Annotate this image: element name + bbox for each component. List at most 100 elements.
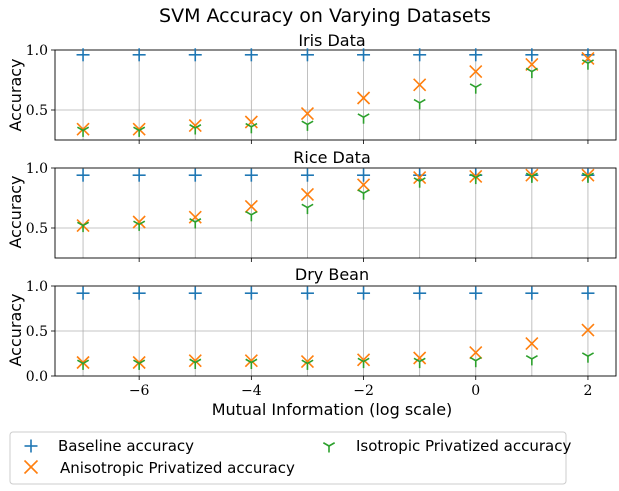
data-point-x <box>188 354 202 368</box>
legend: Baseline accuracy Anisotropic Privatized… <box>9 431 571 485</box>
y-tick-label: 0.5 <box>26 103 48 119</box>
data-point-plus <box>132 168 146 182</box>
data-point-plus <box>300 48 314 62</box>
data-point-x <box>300 107 315 121</box>
y-tick-label: 1.0 <box>26 43 48 59</box>
data-point-plus <box>244 286 258 300</box>
data-point-x <box>469 65 483 79</box>
panel-title: Rice Data <box>293 148 371 167</box>
data-point-tri <box>357 189 370 200</box>
axes-frame <box>54 285 617 377</box>
data-point-x <box>300 187 315 201</box>
data-point-plus <box>76 168 90 182</box>
data-point-plus <box>76 286 90 300</box>
y-tick-label: 0.5 <box>26 324 48 340</box>
data-point-x <box>244 199 258 213</box>
legend-label: Anisotropic Privatized accuracy <box>60 459 295 477</box>
data-point-x <box>413 171 427 185</box>
data-point-tri <box>76 126 90 137</box>
x-tick-label: −2 <box>353 383 374 399</box>
x-tick-label: −4 <box>241 383 262 399</box>
data-point-plus <box>76 48 90 62</box>
data-point-tri <box>133 220 146 231</box>
data-point-tri <box>469 356 482 368</box>
data-point-tri <box>189 218 202 229</box>
panel-rice: Rice Data Accuracy 0.5 1.0 <box>6 148 617 262</box>
x-tick-label: 0 <box>471 383 480 399</box>
data-point-tri <box>581 172 595 183</box>
data-point-x <box>581 168 595 182</box>
panel-iris: Iris Data Accuracy 0.5 1.0 <box>6 31 617 144</box>
data-point-x <box>188 210 202 224</box>
panel-dry-bean: Dry Bean Accuracy 0.0 0.5 1.0 −6 −4 −2 0 2 <box>6 265 617 399</box>
data-point-x <box>244 115 258 129</box>
y-axis-label: Accuracy <box>6 58 25 131</box>
data-point-tri <box>469 83 482 94</box>
legend-label: Baseline accuracy <box>58 437 194 455</box>
data-point-tri <box>301 120 314 131</box>
data-point-tri <box>245 122 258 134</box>
x-tick-label: −6 <box>129 383 150 399</box>
data-point-tri <box>301 359 314 370</box>
data-point-x <box>300 355 315 369</box>
y-axis-label: Accuracy <box>6 293 25 366</box>
data-point-tri <box>76 221 90 233</box>
legend-marker-plus <box>24 439 38 453</box>
y-tick-label: 0.5 <box>26 221 48 237</box>
data-point-plus <box>357 286 371 300</box>
figure-title: SVM Accuracy on Varying Datasets <box>159 5 491 27</box>
data-point-x <box>188 119 202 133</box>
data-point-tri <box>357 357 370 369</box>
panel-title: Iris Data <box>298 31 365 50</box>
data-point-plus <box>581 286 595 300</box>
data-point-tri <box>525 67 538 79</box>
data-point-x <box>356 91 371 105</box>
data-point-plus <box>413 168 427 182</box>
data-point-plus <box>525 48 539 62</box>
panel-title: Dry Bean <box>295 265 369 284</box>
data-point-plus <box>413 286 427 300</box>
data-point-x <box>413 351 427 365</box>
data-point-tri <box>413 357 426 369</box>
data-point-tri <box>525 354 538 366</box>
data-point-plus <box>357 48 371 62</box>
data-point-x <box>244 354 258 368</box>
data-point-plus <box>188 168 202 182</box>
data-point-plus <box>357 168 371 182</box>
data-point-tri <box>133 359 146 370</box>
data-point-plus <box>188 286 202 300</box>
data-point-plus <box>132 286 146 300</box>
data-point-tri <box>581 352 595 363</box>
axes-frame <box>54 49 617 141</box>
x-axis-label: Mutual Information (log scale) <box>212 400 453 419</box>
axes-frame <box>54 167 617 259</box>
legend-frame <box>9 431 567 485</box>
data-point-tri <box>469 173 482 185</box>
y-tick-label: 1.0 <box>26 279 48 295</box>
y-tick-label: 0.0 <box>26 369 48 385</box>
data-point-plus <box>525 286 539 300</box>
data-point-x <box>76 122 90 136</box>
data-point-tri <box>133 126 146 137</box>
x-tick-label: 2 <box>583 383 592 399</box>
legend-entry-anisotropic: Anisotropic Privatized accuracy <box>23 459 295 477</box>
data-point-x <box>356 353 371 367</box>
data-point-tri <box>413 98 426 110</box>
data-point-x <box>581 323 595 337</box>
data-point-x <box>525 168 539 182</box>
data-point-x <box>469 346 483 360</box>
data-point-x <box>469 169 483 183</box>
data-point-plus <box>300 168 314 182</box>
data-point-x <box>132 215 146 229</box>
data-point-tri <box>245 358 258 369</box>
data-point-plus <box>300 286 314 300</box>
data-point-tri <box>189 124 202 135</box>
legend-entry-isotropic: Isotropic Privatized accuracy <box>322 437 571 455</box>
data-point-x <box>525 337 539 351</box>
data-point-tri <box>525 172 538 183</box>
data-point-plus <box>132 48 146 62</box>
data-point-tri <box>301 203 314 215</box>
data-point-x <box>581 51 595 65</box>
data-point-plus <box>469 48 483 62</box>
